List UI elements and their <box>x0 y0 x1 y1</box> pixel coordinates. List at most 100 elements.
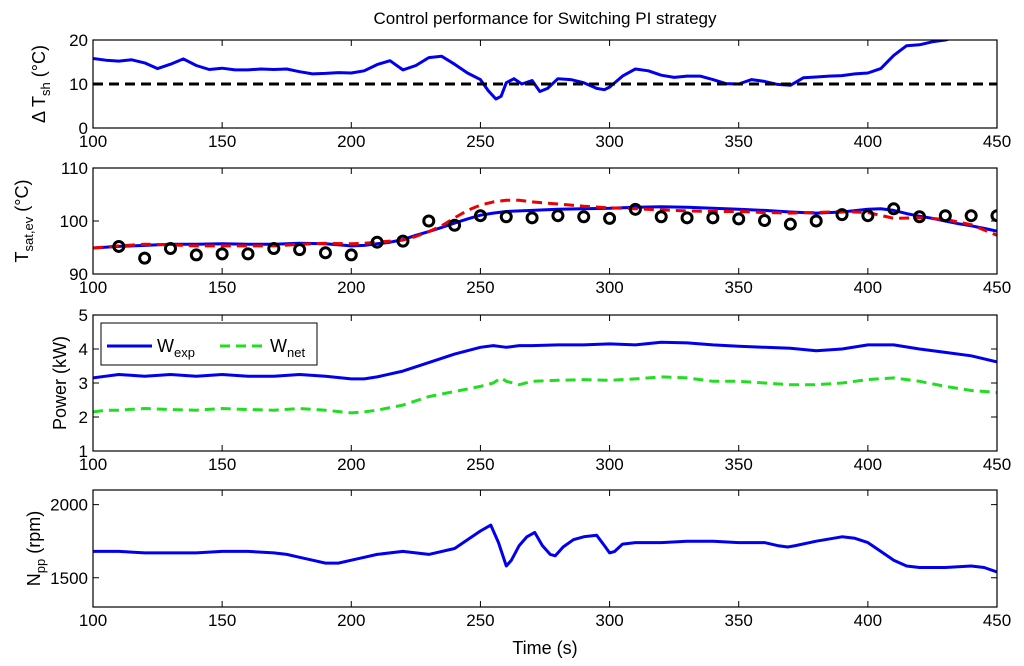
x-tick-label: 450 <box>983 278 1011 297</box>
y-tick-label: 110 <box>61 159 88 178</box>
y-tick-label: 0 <box>79 119 88 138</box>
data-point-marker <box>732 212 746 226</box>
x-tick-label: 300 <box>595 611 623 630</box>
legend-label-w-net: Wnet <box>270 336 305 360</box>
data-point-marker <box>163 242 177 256</box>
x-tick-label: 400 <box>854 132 882 151</box>
y-axis-label: Power (kW) <box>50 336 70 430</box>
x-tick-label: 400 <box>854 611 882 630</box>
y-tick-label: 100 <box>60 212 88 231</box>
chart-title: Control performance for Switching PI str… <box>374 9 717 28</box>
data-point-marker <box>577 210 591 224</box>
axes-frame <box>92 489 998 608</box>
data-point-marker <box>318 246 332 260</box>
data-point-marker <box>758 213 772 227</box>
data-point-marker <box>499 210 513 224</box>
y-tick-label: 90 <box>69 265 88 284</box>
y-axis-label: Δ Tsh (°C) <box>29 45 53 123</box>
data-point-marker <box>913 210 927 224</box>
panel-1-data <box>93 40 997 101</box>
x-tick-label: 150 <box>208 455 236 474</box>
x-tick-label: 450 <box>983 132 1011 151</box>
x-tick-label: 250 <box>466 132 494 151</box>
panel-3-data <box>93 340 997 415</box>
panel-3: 100 150 200 250 300 350 400 450 1 2 3 4 5 Power (kW) W… <box>50 306 1011 474</box>
y-tick-label: 5 <box>79 306 88 325</box>
data-point-marker <box>861 209 875 223</box>
data-point-marker <box>654 210 668 224</box>
data-point-marker <box>783 217 797 231</box>
series-line-w-exp <box>93 340 997 381</box>
x-tick-label: 250 <box>466 278 494 297</box>
y-axis-label: Tsat,ev (°C) <box>12 180 36 263</box>
panel-2-data <box>93 198 997 265</box>
data-point-marker <box>344 248 358 262</box>
data-point-marker <box>422 214 436 228</box>
x-tick-label: 350 <box>725 132 753 151</box>
data-point-marker <box>680 211 694 225</box>
x-tick-label: 150 <box>208 132 236 151</box>
data-point-marker <box>551 209 565 223</box>
data-point-marker <box>267 242 281 256</box>
x-tick-label: 300 <box>595 455 623 474</box>
panel-1: 100 150 200 250 300 350 400 450 0 10 20 Δ Tsh (°C) <box>29 31 1011 151</box>
x-tick-label: 400 <box>854 278 882 297</box>
panel-2: 100 150 200 250 300 350 400 45090100110Tsat,ev … <box>12 159 1011 297</box>
x-tick-label: 200 <box>337 611 365 630</box>
x-tick-label: 450 <box>983 611 1011 630</box>
legend-box <box>100 322 318 366</box>
data-point-marker <box>525 211 539 225</box>
x-tick-label: 200 <box>337 132 365 151</box>
x-tick-label: 450 <box>983 455 1011 474</box>
series-line <box>93 40 951 101</box>
x-tick-label: 350 <box>725 611 753 630</box>
y-tick-label: 1500 <box>50 569 88 588</box>
data-point-marker <box>215 247 229 261</box>
x-tick-label: 150 <box>208 611 236 630</box>
legend-label-w-exp: Wexp <box>157 336 195 360</box>
data-point-marker <box>293 243 307 257</box>
y-tick-label: 3 <box>79 374 88 393</box>
series-line-dashed <box>93 198 997 250</box>
panel-4-data <box>93 523 997 574</box>
axes-frame <box>92 167 998 275</box>
x-axis-label: Time (s) <box>512 638 577 658</box>
x-tick-label: 100 <box>79 132 107 151</box>
y-tick-label: 10 <box>69 75 88 94</box>
x-tick-label: 100 <box>79 611 107 630</box>
data-point-marker <box>370 235 384 249</box>
x-tick-label: 250 <box>466 611 494 630</box>
data-point-marker <box>964 209 978 223</box>
series-line-w-net <box>93 375 997 415</box>
x-tick-label: 300 <box>595 278 623 297</box>
x-tick-label: 100 <box>79 278 107 297</box>
data-point-marker <box>628 202 642 216</box>
data-point-marker <box>809 214 823 228</box>
data-point-marker <box>603 211 617 225</box>
data-point-marker <box>138 251 152 265</box>
data-point-marker <box>938 209 952 223</box>
data-point-marker <box>189 248 203 262</box>
x-tick-label: 350 <box>725 455 753 474</box>
y-tick-label: 2000 <box>50 496 88 515</box>
x-tick-label: 100 <box>79 455 107 474</box>
x-tick-label: 200 <box>337 278 365 297</box>
x-tick-label: 300 <box>595 132 623 151</box>
data-point-marker <box>887 202 901 216</box>
x-tick-label: 200 <box>337 455 365 474</box>
data-point-marker <box>473 209 487 223</box>
data-point-marker <box>396 234 410 248</box>
data-point-marker <box>448 218 462 232</box>
data-point-marker <box>990 209 997 223</box>
legend: Wexp Wnet <box>100 322 318 366</box>
y-tick-label: 2 <box>79 408 88 427</box>
x-tick-label: 400 <box>854 455 882 474</box>
y-tick-label: 1 <box>79 442 88 461</box>
data-point-marker <box>112 239 126 253</box>
x-tick-label: 350 <box>725 278 753 297</box>
series-line <box>93 523 997 574</box>
y-axis-label: Npp (rpm) <box>24 511 48 586</box>
x-tick-label: 250 <box>466 455 494 474</box>
